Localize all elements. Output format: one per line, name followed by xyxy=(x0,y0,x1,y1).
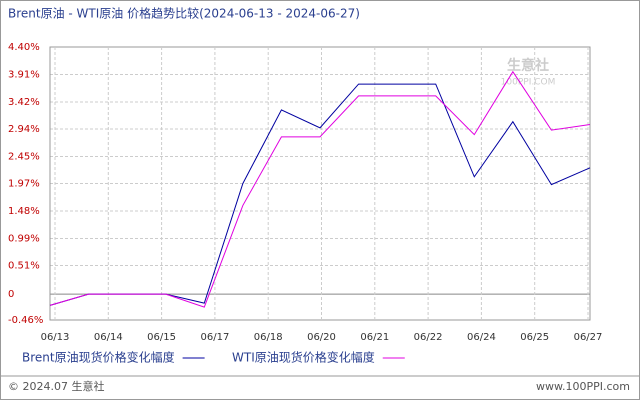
y-tick-label: 0.99% xyxy=(8,234,40,245)
y-tick-label: 1.48% xyxy=(8,206,40,217)
y-tick-label: 2.94% xyxy=(8,124,40,135)
x-tick-label: 06/17 xyxy=(200,332,229,343)
y-tick-label: 3.91% xyxy=(8,70,40,81)
x-tick-label: 06/24 xyxy=(467,332,496,343)
watermark-logo: 生意社 xyxy=(507,57,549,74)
legend-label: Brent原油现货价格变化幅度 xyxy=(22,350,175,365)
x-tick-label: 06/18 xyxy=(254,332,283,343)
legend-label: WTI原油现货价格变化幅度 xyxy=(232,350,375,365)
watermark-site: 100PPI.COM xyxy=(501,78,556,88)
footer-left: © 2024.07 生意社 xyxy=(8,379,104,393)
x-tick-label: 06/20 xyxy=(307,332,336,343)
y-tick-label: -0.46% xyxy=(8,315,43,326)
x-tick-label: 06/15 xyxy=(147,332,176,343)
y-tick-label: 3.42% xyxy=(8,97,40,108)
x-tick-label: 06/13 xyxy=(41,332,70,343)
series-line xyxy=(49,70,591,308)
y-tick-label: 1.97% xyxy=(8,179,40,190)
chart-title: Brent原油 - WTI原油 价格趋势比较(2024-06-13 - 2024… xyxy=(8,6,360,21)
x-tick-label: 06/25 xyxy=(520,332,549,343)
y-tick-label: 0 xyxy=(8,289,14,300)
x-tick-label: 06/22 xyxy=(414,332,443,343)
x-tick-label: 06/14 xyxy=(94,332,123,343)
x-tick-label: 06/21 xyxy=(360,332,389,343)
y-tick-label: 4.40% xyxy=(8,42,40,53)
footer-right: www.100PPI.com xyxy=(536,380,630,393)
y-tick-label: 0.51% xyxy=(8,261,40,272)
plot-border xyxy=(49,46,591,321)
x-tick-label: 06/27 xyxy=(574,332,603,343)
y-tick-label: 2.45% xyxy=(8,152,40,163)
